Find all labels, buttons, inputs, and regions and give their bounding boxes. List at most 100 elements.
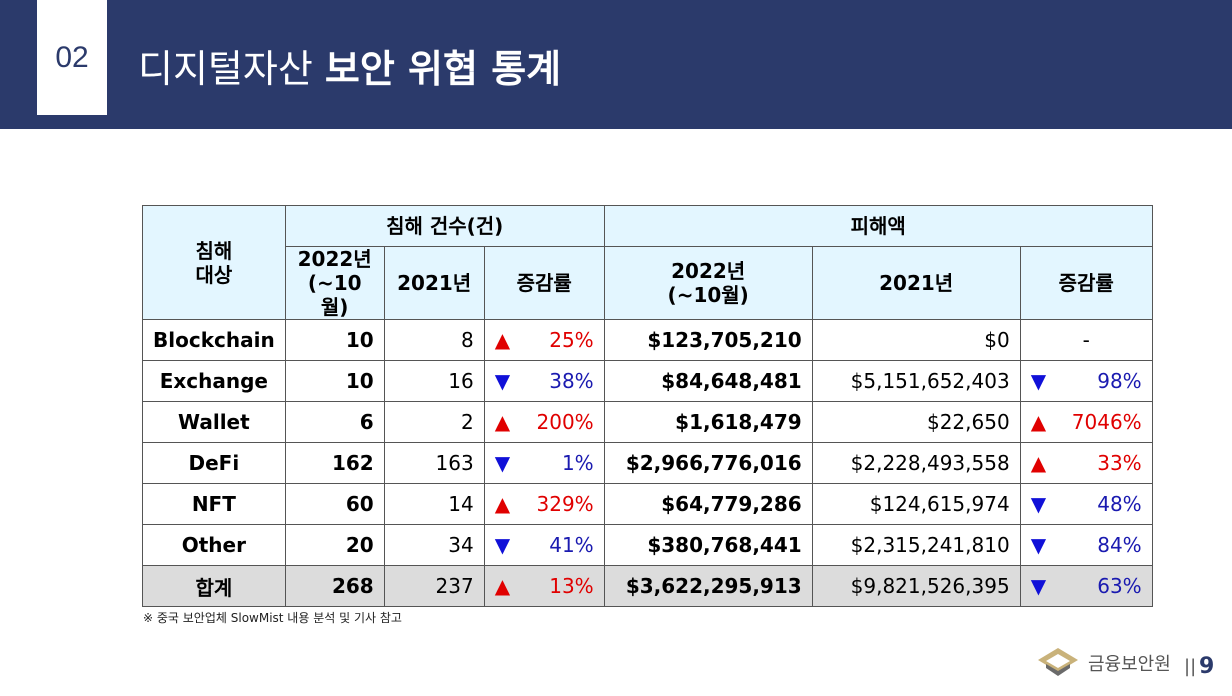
page-number: 9	[1199, 654, 1215, 679]
damage-2021-cell: $5,151,652,403	[811, 360, 1021, 402]
triangle-down-icon: ▼	[1030, 533, 1047, 557]
header-count-change: 증감률	[483, 246, 605, 320]
target-cell: 합계	[142, 565, 286, 607]
header-count-group: 침해 건수(건)	[284, 205, 605, 247]
count-2021-cell: 14	[383, 483, 485, 525]
damage-2022-cell: $2,966,776,016	[603, 442, 813, 484]
triangle-down-icon: ▼	[1030, 492, 1047, 516]
count-2022-cell: 60	[284, 483, 385, 525]
header-damage-2021: 2021년	[811, 246, 1021, 320]
footnote: ※ 중국 보안업체 SlowMist 내용 분석 및 기사 참고	[143, 611, 402, 625]
header-target: 침해 대상	[142, 205, 286, 320]
page-title-bold: 보안 위협 통계	[324, 47, 562, 91]
triangle-up-icon: ▲	[494, 328, 511, 352]
count-change-cell: ▼ 1%	[483, 442, 605, 484]
section-number: 02	[37, 0, 107, 115]
triangle-up-icon: ▲	[494, 410, 511, 434]
change-percent: 13%	[549, 574, 594, 598]
triangle-down-icon: ▼	[494, 369, 511, 393]
damage-change-cell: ▼ 84%	[1019, 524, 1153, 566]
damage-2022-cell: $84,648,481	[603, 360, 813, 402]
count-2022-cell: 6	[284, 401, 385, 443]
triangle-up-icon: ▲	[1030, 451, 1047, 475]
table-row: Exchange 10 16 ▼ 38% $84,648,481 $5,151,652,40…	[142, 360, 1153, 402]
damage-2022-cell: $3,622,295,913	[603, 565, 813, 607]
damage-2021-cell: $2,228,493,558	[811, 442, 1021, 484]
change-percent: 329%	[536, 492, 594, 516]
target-cell: DeFi	[142, 442, 286, 484]
count-2022-cell: 20	[284, 524, 385, 566]
target-cell: Wallet	[142, 401, 286, 443]
table-total-row: 합계 268 237 ▲ 13% $3,622,295,913 $9,821,526,395…	[142, 565, 1153, 607]
footer-separator: ||	[1184, 656, 1197, 677]
change-percent: 63%	[1097, 574, 1142, 598]
damage-2021-cell: $124,615,974	[811, 483, 1021, 525]
count-2022-cell: 10	[284, 319, 385, 361]
triangle-down-icon: ▼	[1030, 574, 1047, 598]
target-cell: Other	[142, 524, 286, 566]
count-2021-cell: 8	[383, 319, 485, 361]
damage-change-cell: ▼ 98%	[1019, 360, 1153, 402]
count-change-cell: ▲ 329%	[483, 483, 605, 525]
header-count-2022: 2022년 (~10월)	[284, 246, 385, 320]
triangle-up-icon: ▲	[494, 492, 511, 516]
change-percent: 7046%	[1071, 410, 1142, 434]
count-2021-cell: 16	[383, 360, 485, 402]
count-change-cell: ▼ 38%	[483, 360, 605, 402]
triangle-down-icon: ▼	[494, 533, 511, 557]
count-2022-cell: 10	[284, 360, 385, 402]
change-percent: 41%	[549, 533, 594, 557]
damage-change-cell: ▲ 33%	[1019, 442, 1153, 484]
table-row: Wallet 6 2 ▲ 200% $1,618,479 $22,650 ▲ 7046%	[142, 401, 1153, 443]
damage-change-cell: ▲ 7046%	[1019, 401, 1153, 443]
target-cell: NFT	[142, 483, 286, 525]
institution-logo: 금융보안원	[1036, 646, 1171, 680]
page-title: 디지털자산 보안 위협 통계	[138, 44, 561, 94]
damage-2022-cell: $123,705,210	[603, 319, 813, 361]
header-bar: 02 디지털자산 보안 위협 통계	[0, 0, 1232, 129]
damage-2022-cell: $380,768,441	[603, 524, 813, 566]
change-percent: 84%	[1097, 533, 1142, 557]
triangle-down-icon: ▼	[494, 451, 511, 475]
change-percent: 25%	[549, 328, 594, 352]
count-change-cell: ▲ 200%	[483, 401, 605, 443]
target-cell: Exchange	[142, 360, 286, 402]
triangle-up-icon: ▲	[1030, 410, 1047, 434]
table-row: Other 20 34 ▼ 41% $380,768,441 $2,315,241,810 ▼…	[142, 524, 1153, 566]
count-2021-cell: 2	[383, 401, 485, 443]
count-2021-cell: 237	[383, 565, 485, 607]
damage-2021-cell: $2,315,241,810	[811, 524, 1021, 566]
logo-name: 금융보안원	[1088, 654, 1171, 675]
damage-2022-cell: $1,618,479	[603, 401, 813, 443]
table-row: NFT 60 14 ▲ 329% $64,779,286 $124,615,974 ▼ 48%	[142, 483, 1153, 525]
change-percent: 1%	[561, 451, 594, 475]
damage-2021-cell: $9,821,526,395	[811, 565, 1021, 607]
change-percent: 48%	[1097, 492, 1142, 516]
count-change-cell: ▲ 25%	[483, 319, 605, 361]
change-percent: 98%	[1097, 369, 1142, 393]
security-stats-table: 침해 대상 침해 건수(건) 피해액 2022년 (~10월) 2021년 증감…	[142, 205, 1153, 607]
target-cell: Blockchain	[142, 319, 286, 361]
damage-change-cell: ▼ 48%	[1019, 483, 1153, 525]
count-2021-cell: 34	[383, 524, 485, 566]
damage-change-cell: -	[1019, 319, 1153, 361]
header-damage-2022: 2022년 (~10월)	[603, 246, 813, 320]
count-2022-cell: 162	[284, 442, 385, 484]
damage-change-cell: ▼ 63%	[1019, 565, 1153, 607]
count-2022-cell: 268	[284, 565, 385, 607]
count-change-cell: ▼ 41%	[483, 524, 605, 566]
change-percent: 33%	[1097, 451, 1142, 475]
logo-emblem-icon	[1038, 648, 1078, 676]
triangle-down-icon: ▼	[1030, 369, 1047, 393]
header-damage-change: 증감률	[1019, 246, 1153, 320]
count-change-cell: ▲ 13%	[483, 565, 605, 607]
damage-2021-cell: $22,650	[811, 401, 1021, 443]
header-damage-group: 피해액	[603, 205, 1153, 247]
change-percent: 38%	[549, 369, 594, 393]
table-row: DeFi 162 163 ▼ 1% $2,966,776,016 $2,228,493,55…	[142, 442, 1153, 484]
page-title-light: 디지털자산	[138, 47, 313, 91]
table-row: Blockchain 10 8 ▲ 25% $123,705,210 $0-	[142, 319, 1153, 361]
damage-2021-cell: $0	[811, 319, 1021, 361]
damage-2022-cell: $64,779,286	[603, 483, 813, 525]
header-count-2021: 2021년	[383, 246, 485, 320]
